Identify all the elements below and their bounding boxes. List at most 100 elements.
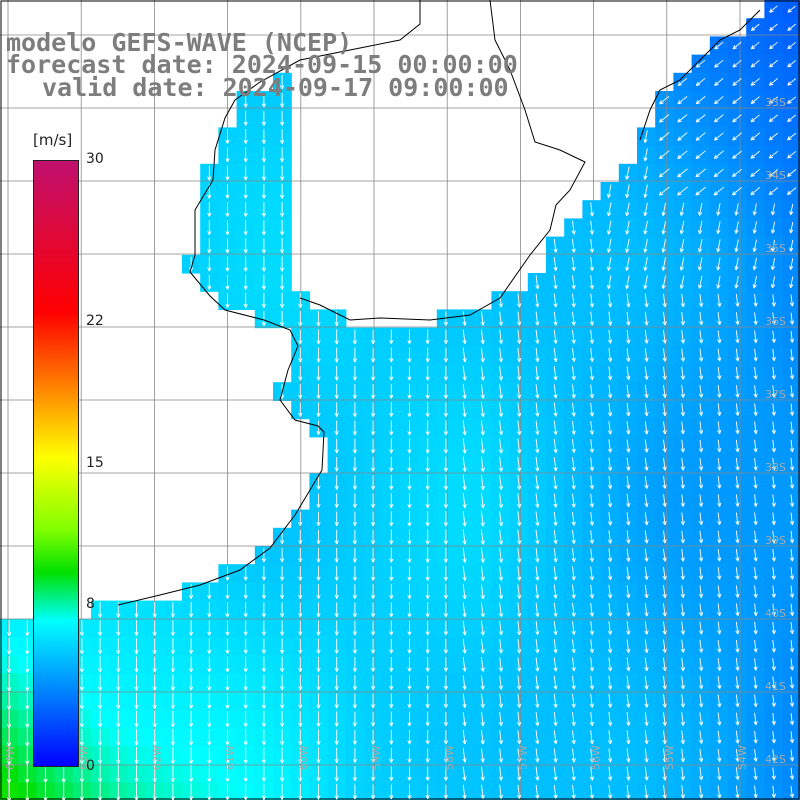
wind-arrow <box>662 476 667 489</box>
wind-arrow <box>553 602 558 617</box>
wind-arrow <box>771 640 776 653</box>
wind-arrow <box>443 347 449 363</box>
wind-arrow <box>626 293 631 308</box>
wind-arrow <box>225 256 230 272</box>
wind-arrow <box>732 96 742 105</box>
wind-arrow <box>732 132 742 141</box>
latitude-label: 34S <box>765 169 786 182</box>
wind-arrow <box>735 585 740 598</box>
wind-arrow <box>462 638 467 654</box>
wind-arrow <box>389 638 394 654</box>
wind-arrow <box>407 657 412 672</box>
wind-arrow <box>370 475 376 490</box>
wind-arrow <box>553 457 558 472</box>
wind-arrow <box>735 512 740 526</box>
wind-arrow <box>97 710 103 728</box>
wind-arrow <box>535 402 540 417</box>
wind-arrow <box>717 366 722 380</box>
wind-arrow <box>517 293 522 308</box>
wind-arrow <box>443 474 449 490</box>
wind-arrow <box>750 96 760 105</box>
wind-arrow <box>787 78 796 86</box>
wind-arrow <box>770 258 776 270</box>
wind-arrow <box>658 168 670 178</box>
wind-arrow <box>713 114 724 123</box>
wind-arrow <box>517 384 522 399</box>
wind-arrow <box>443 657 449 672</box>
wind-arrow <box>662 494 667 507</box>
wind-arrow <box>626 784 631 799</box>
wind-arrow <box>225 584 230 599</box>
wind-arrow <box>425 784 430 799</box>
wind-arrow <box>97 620 103 636</box>
wind-arrow <box>753 348 758 362</box>
wind-arrow <box>407 675 412 690</box>
wind-arrow <box>443 402 449 417</box>
wind-arrow <box>717 730 722 744</box>
wind-arrow <box>734 275 739 289</box>
wind-arrow <box>243 711 248 727</box>
wind-arrow <box>298 783 303 800</box>
wind-arrow <box>698 676 704 690</box>
wind-arrow <box>517 639 522 654</box>
wind-arrow <box>498 711 504 727</box>
wind-arrow <box>735 567 740 580</box>
wind-arrow <box>370 748 376 763</box>
wind-arrow <box>643 220 648 235</box>
wind-arrow <box>134 674 139 691</box>
wind-arrow <box>770 276 776 289</box>
wind-arrow <box>789 312 795 325</box>
wind-arrow <box>714 41 724 50</box>
wind-arrow <box>243 238 248 254</box>
wind-arrow <box>517 511 522 527</box>
wind-arrow <box>498 584 504 599</box>
wind-arrow <box>750 132 760 141</box>
wind-arrow <box>535 602 540 617</box>
latitude-label: 39S <box>765 534 786 547</box>
wind-arrow <box>170 620 176 636</box>
wind-arrow <box>170 747 176 764</box>
wind-arrow <box>425 711 430 727</box>
wind-arrow <box>553 566 558 581</box>
wind-arrow <box>152 728 157 746</box>
wind-arrow <box>553 620 558 636</box>
wind-arrow <box>589 657 595 672</box>
wind-arrow <box>298 656 303 672</box>
wind-arrow <box>370 402 376 417</box>
wind-arrow <box>662 694 667 708</box>
wind-arrow <box>553 329 558 344</box>
wind-arrow <box>553 511 558 526</box>
wind-arrow <box>370 675 376 690</box>
wind-arrow <box>298 311 303 327</box>
wind-arrow <box>589 548 595 562</box>
wind-arrow <box>462 493 467 509</box>
wind-arrow <box>370 456 376 472</box>
wind-arrow <box>571 675 576 690</box>
wind-arrow <box>261 674 267 691</box>
wind-arrow <box>717 639 722 653</box>
wind-arrow <box>279 747 285 764</box>
wind-arrow <box>607 402 613 417</box>
wind-arrow <box>553 675 558 690</box>
wind-arrow <box>243 256 248 272</box>
wind-arrow <box>462 511 467 527</box>
wind-arrow <box>462 402 467 418</box>
wind-arrow <box>334 475 339 490</box>
wind-arrow <box>644 311 649 326</box>
wind-arrow <box>407 420 412 436</box>
wind-arrow <box>316 584 321 599</box>
wind-arrow <box>243 220 248 236</box>
wind-arrow <box>753 603 758 617</box>
wind-arrow <box>170 602 176 618</box>
wind-arrow <box>771 731 776 744</box>
wind-arrow <box>298 529 303 545</box>
wind-arrow <box>553 493 558 508</box>
wind-arrow <box>225 765 230 782</box>
wind-arrow <box>789 457 795 471</box>
wind-arrow <box>571 712 576 726</box>
wind-arrow <box>462 438 467 454</box>
wind-arrow <box>698 439 704 453</box>
wind-arrow <box>462 620 467 636</box>
wind-arrow <box>571 511 576 526</box>
wind-arrow <box>279 238 285 254</box>
